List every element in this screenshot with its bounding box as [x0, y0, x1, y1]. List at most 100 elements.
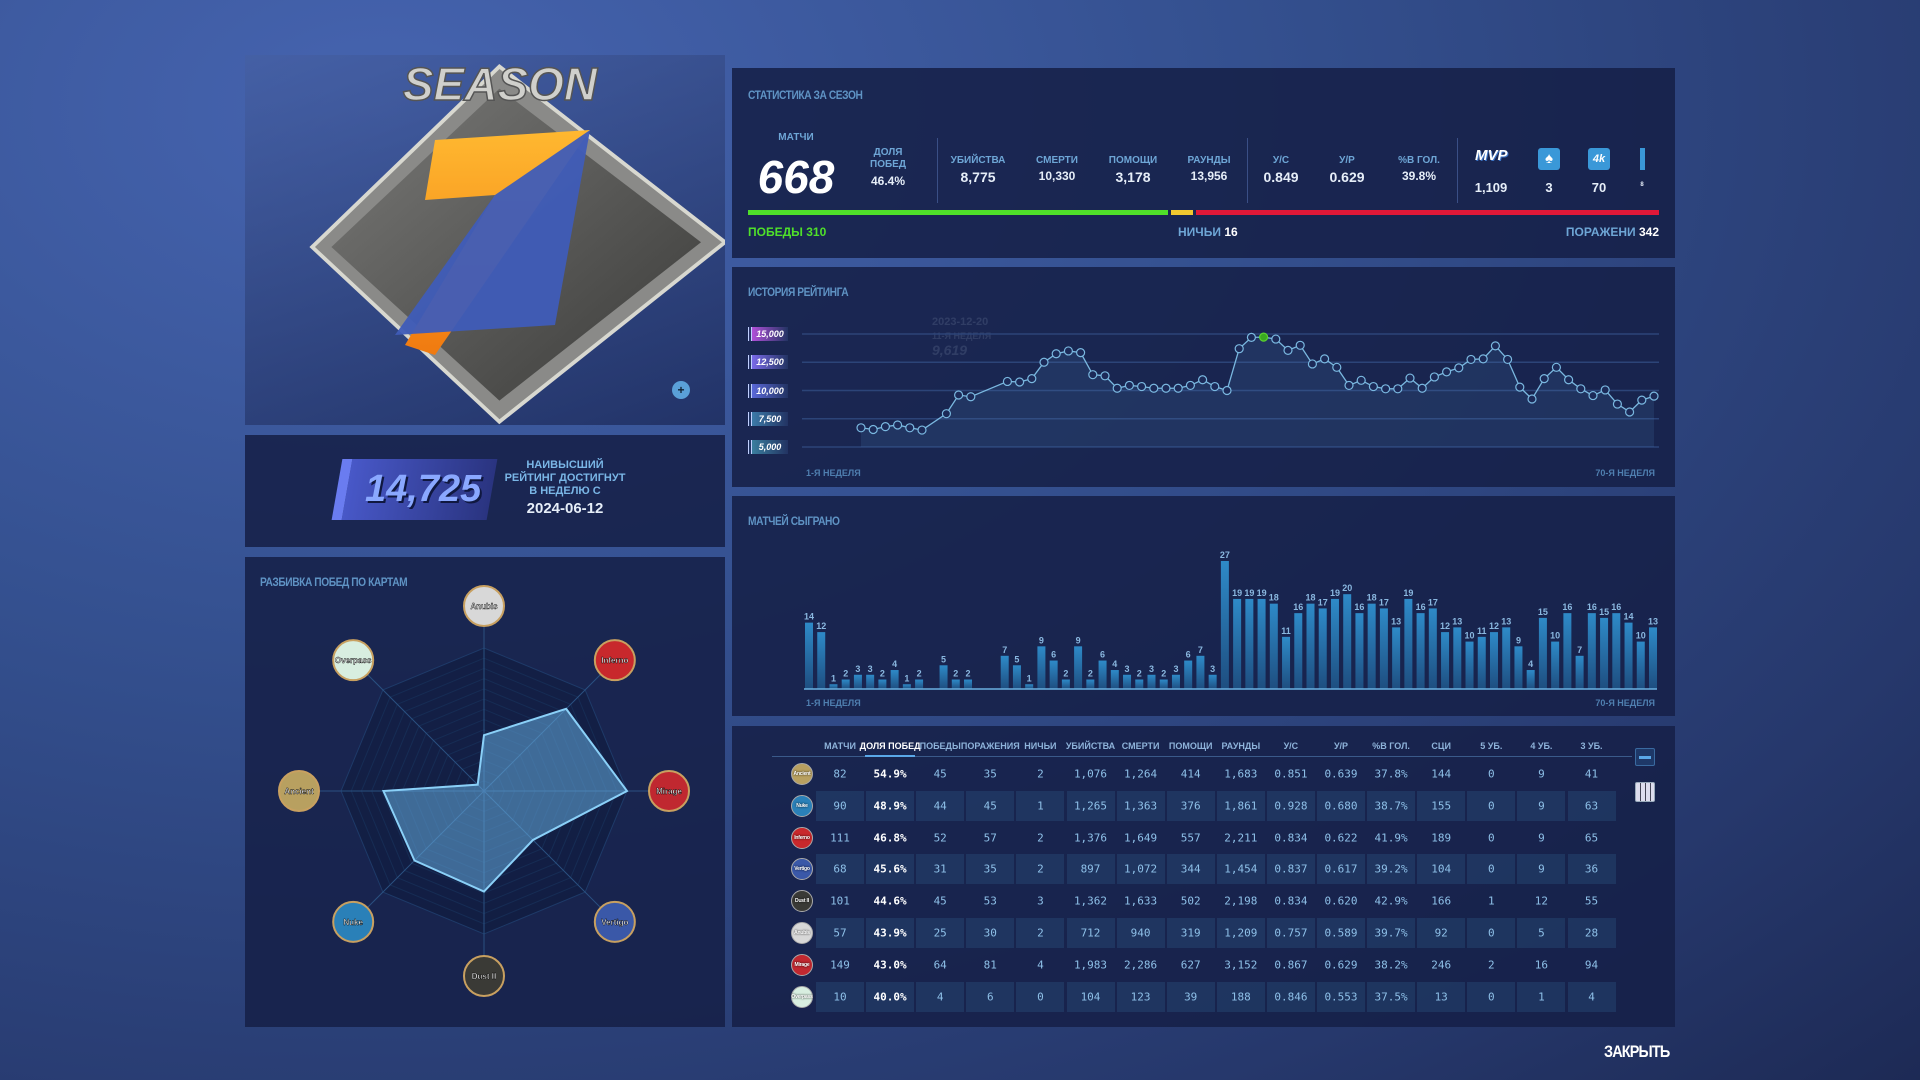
bar[interactable]	[841, 679, 850, 689]
rating-point[interactable]	[1588, 390, 1598, 401]
bar[interactable]	[1171, 674, 1180, 689]
bar[interactable]	[1000, 655, 1009, 689]
bar[interactable]	[1196, 655, 1205, 689]
bar[interactable]	[1404, 598, 1413, 689]
bar[interactable]	[1477, 636, 1486, 689]
bar[interactable]	[1624, 622, 1633, 689]
bar[interactable]	[853, 674, 862, 689]
rating-point[interactable]	[1612, 399, 1623, 409]
bar[interactable]	[1110, 670, 1119, 689]
bar[interactable]	[915, 679, 924, 689]
column-header[interactable]: СМЕРТИ	[1121, 741, 1160, 751]
bar[interactable]	[1636, 641, 1645, 689]
rating-point[interactable]	[1137, 381, 1147, 392]
column-header[interactable]: У/С	[1283, 741, 1299, 751]
bar[interactable]	[1306, 603, 1315, 689]
bar[interactable]	[890, 670, 899, 689]
list-view-button[interactable]	[1635, 748, 1655, 766]
rating-point[interactable]	[1600, 385, 1610, 395]
rating-point[interactable]	[1149, 383, 1159, 393]
rating-point[interactable]	[1002, 376, 1012, 387]
rating-point[interactable]	[1210, 381, 1220, 392]
bar[interactable]	[1147, 674, 1156, 689]
rating-point[interactable]	[1222, 385, 1232, 396]
rating-point[interactable]	[1405, 373, 1415, 383]
rating-point[interactable]	[1454, 363, 1464, 373]
rating-point[interactable]	[1112, 383, 1122, 393]
rating-point[interactable]	[966, 392, 976, 402]
rating-point[interactable]	[1393, 384, 1403, 394]
rating-point[interactable]	[1161, 383, 1171, 393]
column-header[interactable]: 3 УБ.	[1580, 741, 1603, 751]
bar[interactable]	[1343, 594, 1352, 689]
bar[interactable]	[1379, 608, 1388, 689]
bar[interactable]	[1257, 598, 1266, 689]
column-header[interactable]: СЦИ	[1431, 741, 1451, 751]
rating-point[interactable]	[1088, 370, 1098, 380]
column-header[interactable]: НИЧЬИ	[1024, 741, 1057, 751]
rating-point[interactable]	[1124, 380, 1134, 391]
rating-point[interactable]	[941, 409, 951, 419]
bar[interactable]	[878, 679, 887, 689]
bar[interactable]	[951, 679, 960, 689]
bar[interactable]	[1012, 665, 1021, 689]
rating-point[interactable]	[1624, 407, 1635, 417]
rating-point[interactable]	[868, 424, 878, 435]
column-header[interactable]: МАТЧИ	[824, 741, 856, 751]
bar[interactable]	[1294, 613, 1303, 689]
rating-point[interactable]	[1539, 374, 1549, 384]
close-button[interactable]: ЗАКРЫТЬ	[1604, 1042, 1670, 1061]
bar[interactable]	[805, 622, 813, 689]
rating-point[interactable]	[1344, 380, 1354, 391]
bar[interactable]	[1502, 627, 1511, 689]
rating-point[interactable]	[1649, 391, 1659, 401]
rating-point[interactable]	[1100, 371, 1110, 381]
bar[interactable]	[1526, 670, 1535, 689]
rating-point[interactable]	[1527, 394, 1537, 404]
rating-point[interactable]	[1027, 374, 1037, 384]
column-header[interactable]: УБИЙСТВА	[1065, 741, 1116, 751]
bar[interactable]	[1355, 613, 1364, 689]
bar[interactable]	[1600, 617, 1609, 689]
rating-point[interactable]	[1576, 384, 1586, 394]
rating-point[interactable]	[1173, 383, 1183, 393]
column-header[interactable]: ПОБЕДЫ	[919, 741, 961, 751]
rating-point[interactable]	[1234, 344, 1244, 354]
bar[interactable]	[1575, 655, 1584, 689]
bar[interactable]	[1245, 598, 1254, 689]
bar[interactable]	[1587, 613, 1596, 689]
bar[interactable]	[902, 684, 911, 689]
rating-point[interactable]	[1198, 375, 1208, 385]
bar[interactable]	[1269, 603, 1278, 689]
rating-point[interactable]	[1478, 354, 1488, 364]
bar[interactable]	[1208, 674, 1217, 689]
bar[interactable]	[1538, 617, 1547, 689]
bar[interactable]	[1649, 627, 1657, 689]
rating-point[interactable]	[1515, 382, 1525, 392]
column-header[interactable]: 5 УБ.	[1480, 741, 1503, 751]
rating-point[interactable]	[1051, 349, 1061, 359]
bar[interactable]	[1367, 603, 1376, 689]
rating-point[interactable]	[954, 390, 964, 400]
bar[interactable]	[1123, 674, 1132, 689]
zoom-in-icon[interactable]: +	[672, 381, 690, 399]
bar[interactable]	[1392, 627, 1401, 689]
rating-point[interactable]	[1441, 367, 1452, 377]
bar[interactable]	[1453, 627, 1462, 689]
bar[interactable]	[1489, 632, 1498, 689]
rating-point[interactable]	[1637, 395, 1647, 405]
rating-point[interactable]	[1466, 354, 1476, 365]
bar[interactable]	[939, 665, 948, 689]
column-header[interactable]: РАУНДЫ	[1221, 741, 1261, 751]
bar[interactable]	[1330, 598, 1339, 689]
rating-point[interactable]	[1258, 332, 1269, 342]
bar[interactable]	[1233, 598, 1242, 689]
bar[interactable]	[1184, 660, 1193, 689]
rating-point[interactable]	[1307, 359, 1318, 369]
rating-point[interactable]	[1246, 332, 1257, 342]
bar[interactable]	[1135, 679, 1144, 689]
bar[interactable]	[1025, 684, 1034, 689]
column-header[interactable]: ДОЛЯ ПОБЕД	[859, 741, 921, 751]
rating-point[interactable]	[1076, 348, 1086, 358]
bar[interactable]	[829, 684, 838, 689]
